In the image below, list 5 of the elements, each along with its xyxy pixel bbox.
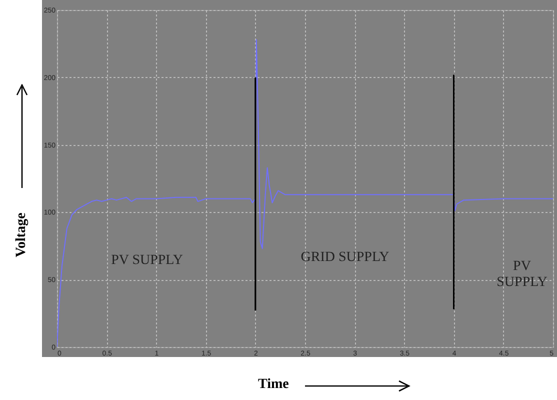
annotation: PV SUPPLY	[111, 253, 183, 268]
y-axis-title: Voltage	[14, 212, 30, 258]
annotation: GRID SUPPLY	[300, 250, 390, 265]
x-axis-title: Time	[258, 377, 289, 393]
annotation: PV SUPPLY	[496, 259, 548, 290]
